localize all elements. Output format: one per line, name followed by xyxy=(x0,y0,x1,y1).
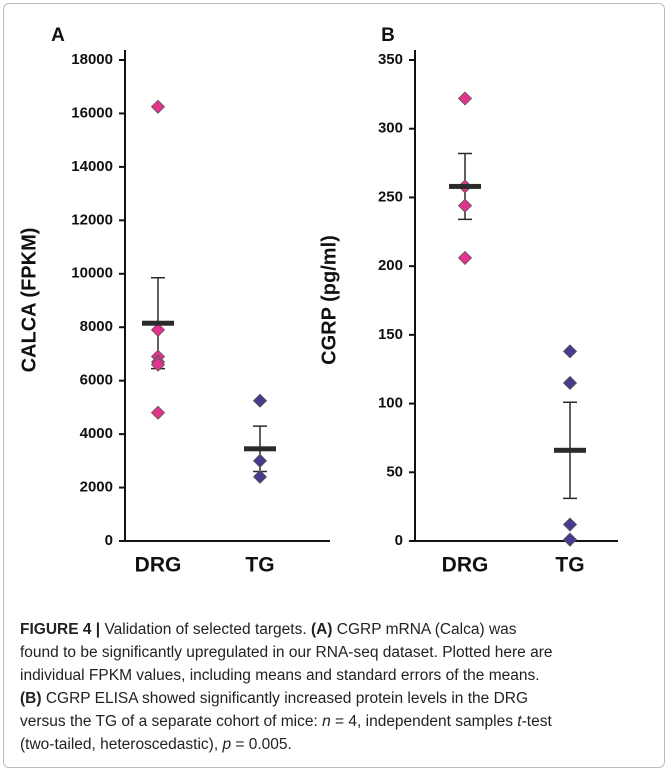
data-point xyxy=(252,393,268,408)
x-tick-label: TG xyxy=(245,554,274,577)
data-point xyxy=(252,453,268,468)
caption-line: FIGURE 4 | Validation of selected target… xyxy=(20,618,660,641)
y-tick-label: 12000 xyxy=(71,211,113,228)
data-point xyxy=(150,99,166,114)
x-tick-label: DRG xyxy=(442,554,489,577)
panel-label: A xyxy=(51,25,65,46)
y-tick-label: 0 xyxy=(395,532,403,549)
data-point xyxy=(562,517,578,532)
mean-bar xyxy=(554,447,586,453)
caption-text: individual FPKM values, including means … xyxy=(20,667,540,684)
y-tick-label: 8000 xyxy=(80,318,113,335)
figure-frame xyxy=(3,3,665,768)
data-point xyxy=(150,405,166,420)
y-tick-label: 2000 xyxy=(80,479,113,496)
y-tick-label: 14000 xyxy=(71,158,113,175)
data-point xyxy=(150,322,166,337)
y-tick-label: 16000 xyxy=(71,104,113,121)
caption-text: = 4, independent samples xyxy=(330,713,518,730)
y-tick-label: 300 xyxy=(378,120,403,137)
caption-text: (two-tailed, heteroscedastic), xyxy=(20,736,223,753)
caption-text: (A) xyxy=(310,621,333,638)
y-tick-label: 50 xyxy=(386,463,403,480)
mean-bar xyxy=(449,183,481,189)
data-point xyxy=(562,375,578,391)
caption: FIGURE 4 | Validation of selected target… xyxy=(20,618,660,756)
caption-text: -test xyxy=(521,713,552,730)
data-point xyxy=(457,198,473,213)
data-point xyxy=(562,344,578,359)
caption-text: = 0.005. xyxy=(231,736,292,753)
caption-text: FIGURE 4 | xyxy=(20,621,101,638)
caption-text: t xyxy=(517,713,522,730)
caption-line: individual FPKM values, including means … xyxy=(20,664,660,687)
y-tick-label: 18000 xyxy=(71,51,113,68)
caption-text: CGRP ELISA showed significantly increase… xyxy=(41,690,529,707)
y-tick-label: 4000 xyxy=(80,425,113,442)
y-tick-label: 200 xyxy=(378,257,403,274)
data-point xyxy=(252,469,268,484)
y-tick-label: 0 xyxy=(105,532,113,549)
y-axis-label: CALCA (FPKM) xyxy=(18,228,40,373)
y-tick-label: 350 xyxy=(378,51,403,68)
y-axis-label: CGRP (pg/ml) xyxy=(318,235,340,365)
y-tick-label: 10000 xyxy=(71,265,113,282)
data-point xyxy=(562,532,578,547)
mean-bar xyxy=(142,320,174,326)
y-tick-label: 6000 xyxy=(80,372,113,389)
caption-text: (B) xyxy=(20,690,42,707)
caption-text: n xyxy=(322,713,331,730)
y-tick-label: 250 xyxy=(378,188,403,205)
caption-text: found to be significantly upregulated in… xyxy=(20,644,553,661)
y-tick-label: 150 xyxy=(378,326,403,343)
data-point xyxy=(457,250,473,265)
data-point xyxy=(457,91,473,106)
mean-bar xyxy=(244,446,276,452)
caption-text: p xyxy=(222,736,232,753)
caption-line: (B) CGRP ELISA showed significantly incr… xyxy=(20,687,660,710)
y-tick-label: 100 xyxy=(378,395,403,412)
caption-text: versus the TG of a separate cohort of mi… xyxy=(20,713,323,730)
data-point xyxy=(150,357,166,372)
panel-label: B xyxy=(381,25,395,46)
caption-line: found to be significantly upregulated in… xyxy=(20,641,660,664)
caption-text: CGRP mRNA (Calca) was xyxy=(332,621,517,638)
caption-line: (two-tailed, heteroscedastic), p = 0.005… xyxy=(20,733,660,756)
x-tick-label: TG xyxy=(555,554,584,577)
caption-text: Validation of selected targets. xyxy=(100,621,311,638)
x-tick-label: DRG xyxy=(135,554,182,577)
caption-line: versus the TG of a separate cohort of mi… xyxy=(20,710,660,733)
